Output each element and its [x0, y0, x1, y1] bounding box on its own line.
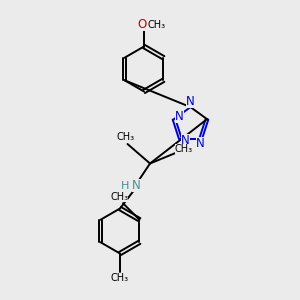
Text: N: N	[186, 95, 195, 108]
Text: CH₃: CH₃	[175, 144, 193, 154]
Text: H: H	[121, 181, 130, 191]
Text: N: N	[132, 178, 141, 192]
Text: CH₃: CH₃	[110, 192, 128, 202]
Text: O: O	[138, 18, 147, 32]
Text: N: N	[175, 110, 184, 123]
Text: CH₃: CH₃	[148, 20, 166, 30]
Text: CH₃: CH₃	[111, 273, 129, 283]
Text: CH₃: CH₃	[117, 132, 135, 142]
Text: N: N	[196, 137, 205, 151]
Text: N: N	[181, 134, 190, 147]
